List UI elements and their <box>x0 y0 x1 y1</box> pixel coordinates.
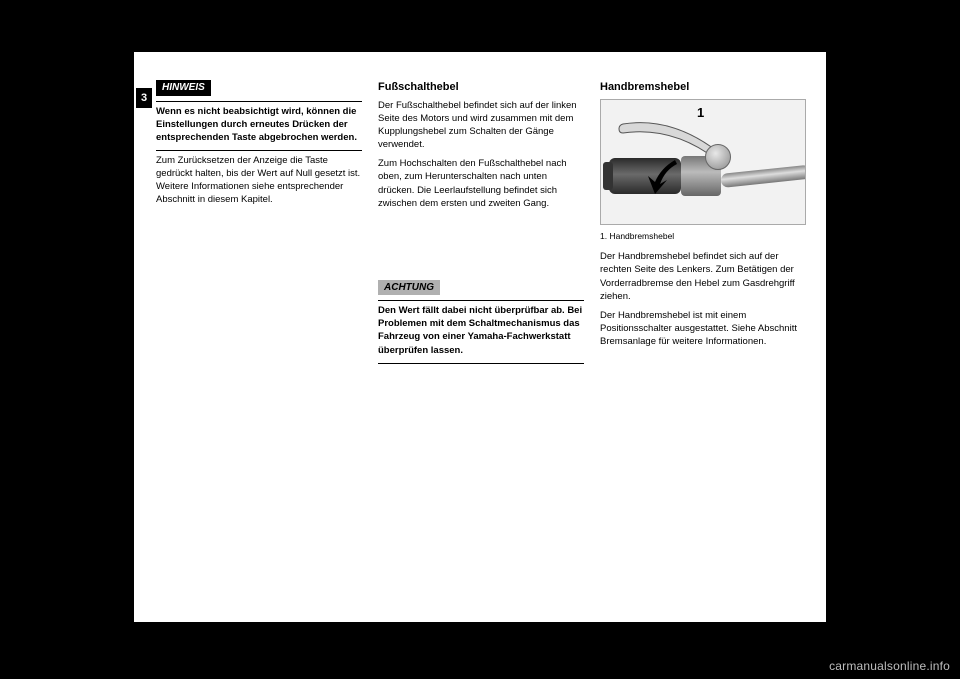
achtung-label: ACHTUNG <box>378 280 440 296</box>
column-3: Handbremshebel 1 1. Handbremshebel Der H… <box>600 80 806 354</box>
section-heading: Fußschalthebel <box>378 80 584 95</box>
column-2: Fußschalthebel Der Fußschalthebel befind… <box>378 80 584 367</box>
brake-lever-figure: 1 <box>600 99 806 225</box>
manual-page: 3 HINWEIS Wenn es nicht beabsichtigt wir… <box>134 52 826 622</box>
hinweis-block: HINWEIS Wenn es nicht beabsichtigt wird,… <box>156 80 362 151</box>
achtung-block: ACHTUNG Den Wert fällt dabei nicht überp… <box>378 280 584 364</box>
rule <box>156 150 362 151</box>
direction-arrow-icon <box>645 156 685 196</box>
hinweis-label: HINWEIS <box>156 80 211 96</box>
figure-caption: 1. Handbremshebel <box>600 231 806 242</box>
body-text: Der Handbremshebel ist mit einem Positio… <box>600 309 806 348</box>
section-heading: Handbremshebel <box>600 80 806 95</box>
body-text: Der Fußschalthebel befindet sich auf der… <box>378 99 584 151</box>
column-1: 3 HINWEIS Wenn es nicht beabsichtigt wir… <box>156 80 362 212</box>
body-text: Der Handbremshebel befindet sich auf der… <box>600 250 806 302</box>
rule <box>378 363 584 364</box>
watermark-text: carmanualsonline.info <box>829 659 950 673</box>
figure-callout-number: 1 <box>697 104 704 122</box>
body-text: Zum Hochschalten den Fußschalthebel nach… <box>378 157 584 209</box>
rule <box>378 300 584 301</box>
body-text: Zum Zurücksetzen der Anzeige die Taste g… <box>156 154 362 206</box>
chapter-tab: 3 <box>136 88 152 108</box>
lever-pivot <box>705 144 731 170</box>
achtung-text: Den Wert fällt dabei nicht überprüfbar a… <box>378 304 584 356</box>
rule <box>156 101 362 102</box>
hinweis-text: Wenn es nicht beabsichtigt wird, können … <box>156 105 362 144</box>
